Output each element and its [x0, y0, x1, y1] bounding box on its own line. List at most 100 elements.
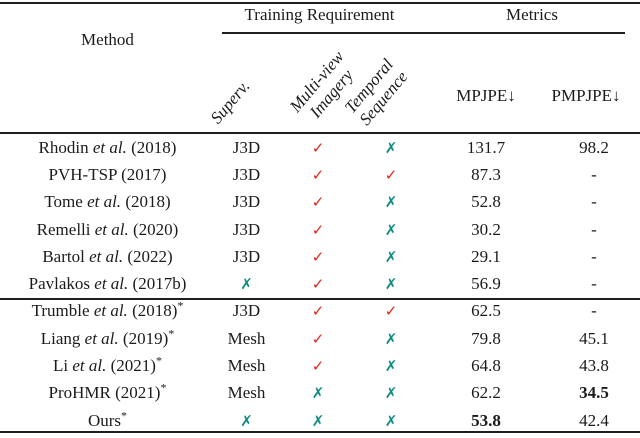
cell-temporal: ✓ — [358, 161, 424, 188]
cell-pmpjpe: 98.2 — [579, 137, 609, 157]
cell-mpjpe: 56.9 — [471, 274, 501, 294]
multiview-mark: ✓ — [311, 220, 325, 239]
cell-multiview: ✓ — [278, 134, 358, 161]
multiview-mark: ✓ — [311, 329, 325, 348]
cell-superv: ✗ — [215, 407, 278, 434]
cell-temporal: ✗ — [358, 216, 424, 243]
method-cell: ProHMR (2021)* — [0, 380, 215, 407]
cell-temporal: ✗ — [358, 380, 424, 407]
multiview-mark: ✓ — [311, 247, 325, 266]
superv-value: J3D — [232, 192, 261, 212]
cell-multiview: ✓ — [278, 216, 358, 243]
cell-superv: J3D — [215, 298, 278, 325]
cell-temporal: ✗ — [358, 134, 424, 161]
cell-pmpjpe: - — [591, 219, 597, 239]
method-year: (2017b) — [128, 274, 187, 294]
method-etal: et al. — [87, 192, 122, 212]
cell-mpjpe: 29.1 — [471, 246, 501, 266]
method-name: Tome — [44, 192, 88, 212]
method-cell: Ours* — [0, 407, 215, 434]
method-etal: et al. — [94, 219, 129, 239]
cell-mpjpe: 30.2 — [471, 219, 501, 239]
method-star: * — [168, 326, 175, 341]
method-star: * — [155, 353, 162, 368]
cell-mpjpe: 62.2 — [471, 383, 501, 403]
cell-pmpjpe: 42.4 — [579, 410, 609, 430]
column-header-mpjpe: MPJPE↓ — [456, 86, 516, 105]
method-etal: et al. — [93, 301, 128, 321]
column-header-superv: Superv. — [206, 76, 254, 128]
method-star: * — [160, 380, 167, 395]
multiview-mark: ✓ — [311, 275, 325, 294]
cell-superv: ✗ — [215, 270, 278, 297]
group-header-metrics: Metrics — [506, 5, 558, 24]
table-row: Pavlakos et al. (2017b) ✗ ✓ ✗ 56.9 - — [0, 270, 640, 297]
method-cell: PVH-TSP (2017) — [0, 161, 215, 188]
group-header-training: Training Requirement — [244, 5, 395, 24]
table-body: Rhodin et al. (2018) J3D ✓ ✗ 131.7 98.2 … — [0, 134, 640, 434]
superv-value: J3D — [232, 137, 261, 157]
method-year: (2019) — [118, 328, 169, 348]
method-year: (2018) — [121, 192, 171, 212]
temporal-mark: ✗ — [384, 357, 398, 376]
method-name: ProHMR (2021) — [48, 383, 161, 403]
cell-pmpjpe: - — [591, 164, 597, 184]
cell-superv: J3D — [215, 189, 278, 216]
method-cell: Li et al. (2021)* — [0, 352, 215, 379]
cell-pmpjpe: 34.5 — [579, 383, 609, 403]
cell-temporal: ✓ — [358, 298, 424, 325]
table-row: Bartol et al. (2022) J3D ✓ ✗ 29.1 - — [0, 243, 640, 270]
superv-value: ✗ — [240, 275, 253, 294]
temporal-mark: ✗ — [384, 411, 398, 430]
table-row: Li et al. (2021)* Mesh ✓ ✗ 64.8 43.8 — [0, 352, 640, 379]
temporal-mark: ✗ — [384, 275, 398, 294]
method-cell: Pavlakos et al. (2017b) — [0, 270, 215, 297]
cell-superv: J3D — [215, 134, 278, 161]
cell-pmpjpe: 43.8 — [579, 356, 609, 376]
cell-temporal: ✗ — [358, 243, 424, 270]
cell-mpjpe: 53.8 — [471, 410, 501, 430]
cell-multiview: ✓ — [278, 189, 358, 216]
cell-multiview: ✓ — [278, 161, 358, 188]
multiview-mark: ✗ — [311, 411, 325, 430]
method-star: * — [177, 298, 184, 313]
method-cell: Remelli et al. (2020) — [0, 216, 215, 243]
method-year: (2018) — [127, 301, 178, 321]
method-year: (2020) — [128, 219, 179, 239]
cell-multiview: ✓ — [278, 325, 358, 352]
cell-pmpjpe: - — [591, 274, 597, 294]
cell-superv: J3D — [215, 216, 278, 243]
cell-pmpjpe: 45.1 — [579, 328, 609, 348]
cell-pmpjpe: - — [591, 246, 597, 266]
column-header-pmpjpe: PMPJPE↓ — [551, 86, 621, 105]
superv-value: Mesh — [227, 328, 266, 348]
superv-value: Mesh — [227, 383, 266, 403]
cell-temporal: ✗ — [358, 189, 424, 216]
method-name: Ours — [87, 410, 122, 430]
method-cell: Rhodin et al. (2018) — [0, 134, 215, 161]
table-row: ProHMR (2021)* Mesh ✗ ✗ 62.2 34.5 — [0, 380, 640, 407]
temporal-mark: ✗ — [384, 193, 398, 212]
table-row: Liang et al. (2019)* Mesh ✓ ✗ 79.8 45.1 — [0, 325, 640, 352]
cell-multiview: ✓ — [278, 243, 358, 270]
table-row: Remelli et al. (2020) J3D ✓ ✗ 30.2 - — [0, 216, 640, 243]
method-cell: Tome et al. (2018) — [0, 189, 215, 216]
superv-value: J3D — [232, 219, 261, 239]
multiview-mark: ✗ — [311, 384, 325, 403]
cell-superv: Mesh — [215, 352, 278, 379]
cell-superv: J3D — [215, 161, 278, 188]
method-year: (2021) — [106, 356, 156, 376]
superv-value: J3D — [232, 246, 261, 266]
method-name: Li — [53, 356, 73, 376]
header-group-rule — [222, 32, 625, 34]
superv-value: J3D — [232, 301, 261, 321]
temporal-mark: ✗ — [384, 138, 398, 157]
temporal-mark: ✗ — [384, 247, 398, 266]
method-name: Pavlakos — [28, 274, 95, 294]
cell-multiview: ✗ — [278, 407, 358, 434]
method-etal: et al. — [89, 246, 124, 266]
cell-pmpjpe: - — [591, 301, 597, 321]
table-row: Rhodin et al. (2018) J3D ✓ ✗ 131.7 98.2 — [0, 134, 640, 161]
table-row: Ours* ✗ ✗ ✗ 53.8 42.4 — [0, 407, 640, 434]
